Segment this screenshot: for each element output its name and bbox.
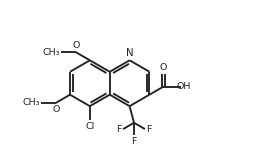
Text: O: O xyxy=(53,105,60,114)
Text: N: N xyxy=(126,48,133,58)
Text: O: O xyxy=(160,63,167,72)
Text: O: O xyxy=(73,41,80,50)
Text: F: F xyxy=(116,125,121,134)
Text: Cl: Cl xyxy=(85,122,94,131)
Text: F: F xyxy=(147,125,152,134)
Text: F: F xyxy=(131,137,137,146)
Text: CH₃: CH₃ xyxy=(42,48,60,57)
Text: CH₃: CH₃ xyxy=(22,98,40,107)
Text: OH: OH xyxy=(176,82,191,91)
